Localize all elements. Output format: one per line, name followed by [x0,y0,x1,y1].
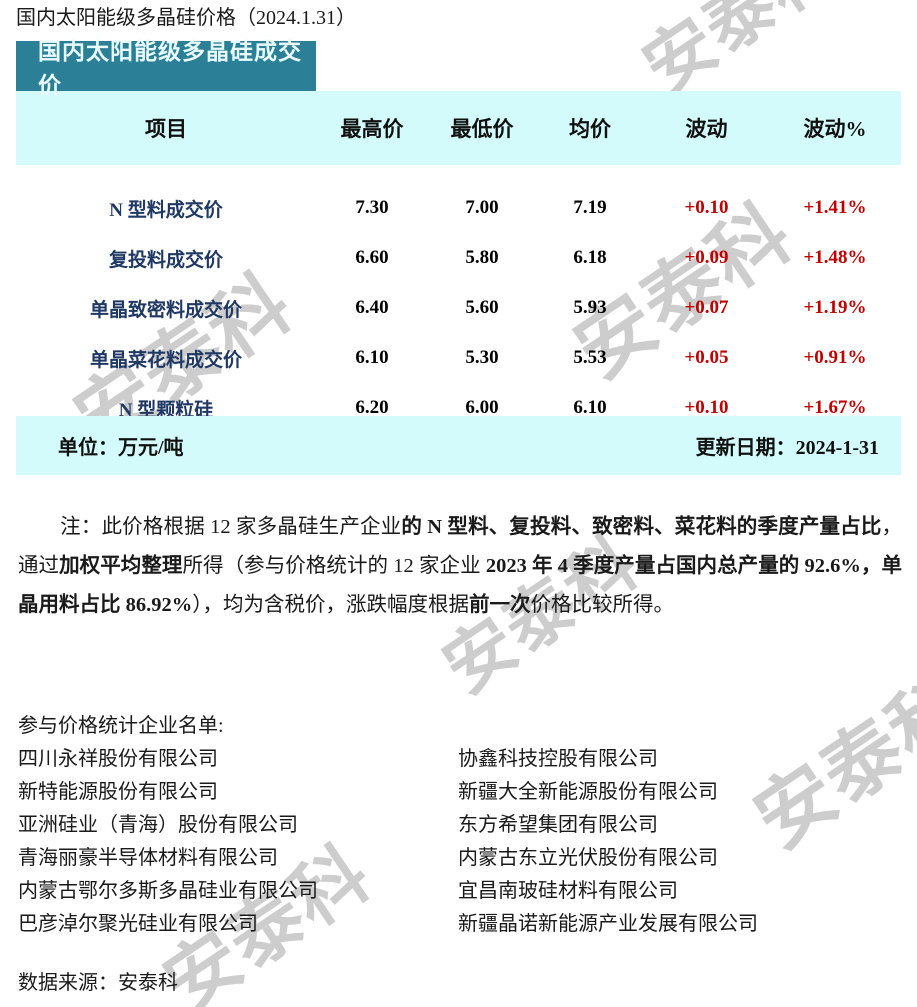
note-seg-2-bold: 的 N 型料、复投料、致密料、菜花料的季度产量占比 [401,516,882,538]
update-date-label: 更新日期： [695,437,796,459]
company-row: 亚洲硅业（青海）股份有限公司 东方希望集团有限公司 [18,809,902,842]
row-high: 6.10 [355,347,389,368]
company-row: 青海丽豪半导体材料有限公司 内蒙古东立光伏股份有限公司 [18,842,902,875]
company-row: 四川永祥股份有限公司 协鑫科技控股有限公司 [18,743,902,776]
row-avg: 6.18 [573,247,607,268]
table-row: 复投料成交价 6.60 5.80 6.18 +0.09 +1.48% [16,233,901,283]
note-seg-6-bold: 2023 年 4 季度产量占国内总产量的 92.6%，单晶用料占比 86.92% [18,555,903,616]
company-list-block: 参与价格统计企业名单: 四川永祥股份有限公司 协鑫科技控股有限公司 新特能源股份… [18,710,902,941]
company-list-heading: 参与价格统计企业名单: [18,715,224,737]
row-high: 6.20 [355,397,389,418]
unit-label: 单位：万元/吨 [58,437,184,459]
table-banner-title: 国内太阳能级多晶硅成交价 [16,39,316,98]
row-low: 7.00 [465,197,499,218]
table-row: N 型料成交价 7.30 7.00 7.19 +0.10 +1.41% [16,183,901,233]
row-label: N 型颗粒硅 [118,399,214,421]
note-seg-8-bold: 前一次 [469,594,531,616]
update-date-group: 更新日期：2024-1-31 [696,431,879,460]
table-row: N 型颗粒硅 6.20 6.00 6.10 +0.10 +1.67% [16,383,901,433]
row-change-pct: +1.48% [803,247,867,268]
row-avg: 7.19 [573,197,607,218]
company-name-right: 协鑫科技控股有限公司 [458,748,658,770]
page-title: 国内太阳能级多晶硅价格（2024.1.31） [16,7,356,29]
row-low: 5.80 [465,247,499,268]
table-header-row: 项目 最高价 最低价 均价 波动 波动% [16,91,901,165]
col-header-change-pct: 波动% [803,117,867,141]
data-source-line: 数据来源：安泰科 [18,972,178,994]
company-list-rows: 四川永祥股份有限公司 协鑫科技控股有限公司 新特能源股份有限公司 新疆大全新能源… [18,743,902,941]
note-seg-4-bold: 加权平均整理 [59,555,183,577]
note-seg-5: 所得（参与价格统计的 12 家企业 [182,555,486,577]
row-change: +0.10 [684,397,729,418]
col-header-avg: 均价 [569,117,611,141]
col-header-high: 最高价 [340,117,404,141]
row-change-pct: +0.91% [803,347,867,368]
company-name-left: 青海丽豪半导体材料有限公司 [18,847,278,869]
banner-label: 国内太阳能级多晶硅成交价 [38,39,302,98]
note-paragraph: 注：此价格根据 12 家多晶硅生产企业的 N 型料、复投料、致密料、菜花料的季度… [18,508,902,625]
row-change: +0.10 [684,197,729,218]
table-spacer [16,165,901,183]
company-name-right: 宜昌南玻硅材料有限公司 [458,880,678,902]
row-change-pct: +1.19% [803,297,867,318]
col-header-change: 波动 [685,117,728,141]
row-low: 5.60 [465,297,499,318]
row-high: 6.40 [355,297,389,318]
company-name-left: 内蒙古鄂尔多斯多晶硅业有限公司 [18,880,318,902]
company-row: 新特能源股份有限公司 新疆大全新能源股份有限公司 [18,776,902,809]
table-row: 单晶致密料成交价 6.40 5.60 5.93 +0.07 +1.19% [16,283,901,333]
row-change: +0.09 [684,247,729,268]
row-low: 6.00 [465,397,499,418]
row-change-pct: +1.67% [803,397,867,418]
company-name-left: 新特能源股份有限公司 [18,781,218,803]
row-change: +0.05 [684,347,729,368]
col-header-low: 最低价 [450,117,514,141]
company-name-left: 四川永祥股份有限公司 [18,748,218,770]
company-row: 内蒙古鄂尔多斯多晶硅业有限公司 宜昌南玻硅材料有限公司 [18,875,902,908]
note-seg-3: ，通过 [18,516,903,577]
company-name-right: 新疆晶诺新能源产业发展有限公司 [458,913,758,935]
row-label: 单晶致密料成交价 [89,299,242,321]
table-footer: 单位：万元/吨 更新日期：2024-1-31 [16,416,901,475]
company-name-left: 巴彦淖尔聚光硅业有限公司 [18,913,258,935]
row-change-pct: +1.41% [803,197,867,218]
row-high: 7.30 [355,197,389,218]
row-avg: 5.93 [573,297,607,318]
row-low: 5.30 [465,347,499,368]
note-seg-7: ），均为含税价，涨跌幅度根据 [192,594,469,616]
row-label: 单晶菜花料成交价 [89,349,242,371]
company-name-left: 亚洲硅业（青海）股份有限公司 [18,814,298,836]
company-name-right: 内蒙古东立光伏股份有限公司 [458,847,718,869]
note-seg-1: 注：此价格根据 12 家多晶硅生产企业 [60,516,402,538]
company-name-right: 新疆大全新能源股份有限公司 [458,781,718,803]
row-avg: 6.10 [573,397,607,418]
price-table: 项目 最高价 最低价 均价 波动 波动% N 型料成交价 7.30 7.00 7… [16,91,901,433]
row-label: N 型料成交价 [109,199,223,221]
company-row: 巴彦淖尔聚光硅业有限公司 新疆晶诺新能源产业发展有限公司 [18,908,902,941]
row-high: 6.60 [355,247,389,268]
row-label: 复投料成交价 [108,249,223,271]
row-change: +0.07 [684,297,729,318]
company-name-right: 东方希望集团有限公司 [458,814,658,836]
update-date-value: 2024-1-31 [795,437,879,459]
col-header-item: 项目 [145,117,187,141]
row-avg: 5.53 [573,347,607,368]
table-row: 单晶菜花料成交价 6.10 5.30 5.53 +0.05 +0.91% [16,333,901,383]
note-seg-9: 价格比较所得。 [530,594,675,616]
